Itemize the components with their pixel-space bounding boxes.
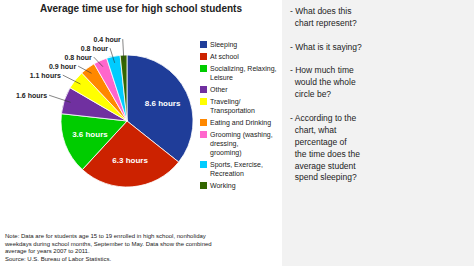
svg-text:0.4 hour: 0.4 hour: [93, 36, 121, 43]
svg-text:1.6 hours: 1.6 hours: [16, 92, 47, 99]
svg-text:0.9 hour: 0.9 hour: [49, 63, 77, 70]
svg-text:1.1 hours: 1.1 hours: [30, 72, 61, 79]
svg-text:6.3 hours: 6.3 hours: [112, 156, 148, 165]
html-text:Other: Other: [210, 86, 228, 93]
html-text:Socializing, Relaxing, Leisure: Socializing, Relaxing, Leisure: [210, 65, 277, 81]
html-text:Sleeping: Sleeping: [210, 41, 238, 48]
html-text:Working: Working: [210, 182, 236, 189]
svg-text:0.8 hour: 0.8 hour: [81, 45, 109, 52]
html-text:Sports, Exercise, Recreation: Sports, Exercise, Recreation: [210, 161, 263, 177]
html-text:Average time use for high scho: Average time use for high school student…: [40, 3, 242, 14]
html-text:Note: Data are for students ag: Note: Data are for students age 15 to 19…: [5, 233, 212, 262]
html-text:Grooming (washing, dressing, g: Grooming (washing, dressing, grooming): [210, 131, 273, 156]
svg-text:8.6 hours: 8.6 hours: [145, 99, 181, 108]
html-text:Eating and Drinking: Eating and Drinking: [210, 119, 272, 126]
html-text:At school: At school: [210, 53, 239, 60]
html-text:- What does this chart represe: - What does this chart represent? - What…: [290, 6, 362, 183]
html-text:Traveling/ Transportation: Traveling/ Transportation: [210, 98, 255, 114]
svg-text:0.8 hour: 0.8 hour: [65, 54, 93, 61]
svg-text:3.6 hours: 3.6 hours: [72, 130, 108, 139]
